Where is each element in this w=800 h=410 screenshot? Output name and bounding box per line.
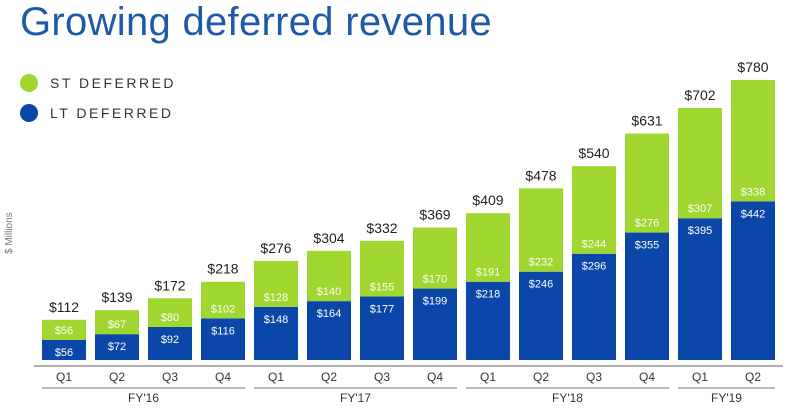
bar-lt-deferred: [678, 218, 722, 360]
legend-label-st: ST DEFERRED: [50, 75, 177, 91]
data-label-lt: $148: [264, 314, 288, 326]
bar-st-deferred: [466, 213, 510, 282]
x-tick-label: Q3: [586, 370, 602, 384]
bar-lt-deferred: [731, 201, 775, 360]
bar-st-deferred: [360, 240, 404, 297]
bar-lt-deferred: [625, 232, 669, 360]
data-label-total: $409: [472, 192, 503, 208]
x-tick-label: Q3: [162, 370, 178, 384]
chart-title: Growing deferred revenue: [20, 0, 492, 44]
x-tick-label: Q1: [692, 370, 708, 384]
x-tick-label: Q4: [639, 370, 655, 384]
data-label-total: $172: [154, 277, 185, 293]
data-label-st: $155: [370, 281, 394, 293]
x-tick-label: Q2: [109, 370, 125, 384]
data-label-lt: $56: [55, 347, 73, 359]
x-tick-label: Q4: [427, 370, 443, 384]
data-label-lt: $116: [211, 325, 235, 337]
bar-lt-deferred: [95, 334, 139, 360]
legend-label-lt: LT DEFERRED: [50, 105, 174, 121]
bar-st-deferred: [625, 133, 669, 233]
bar-lt-deferred: [307, 301, 351, 360]
fiscal-year-label: FY'18: [552, 391, 583, 405]
bar-st-deferred: [254, 260, 298, 307]
fiscal-year-label: FY'16: [128, 391, 159, 405]
data-label-st: $56: [55, 325, 73, 337]
data-label-st: $67: [108, 319, 126, 331]
x-tick-label: Q1: [56, 370, 72, 384]
bar-st-deferred: [519, 188, 563, 272]
data-label-lt: $395: [688, 225, 712, 237]
bar-st-deferred: [201, 281, 245, 319]
data-label-lt: $296: [582, 261, 606, 273]
legend: ST DEFERRED LT DEFERRED: [20, 68, 176, 128]
bar-st-deferred: [572, 166, 616, 254]
data-label-lt: $199: [423, 296, 447, 308]
data-label-total: $218: [207, 261, 238, 277]
bar-lt-deferred: [572, 253, 616, 360]
data-label-lt: $164: [317, 308, 341, 320]
data-label-total: $304: [313, 230, 344, 246]
data-label-total: $540: [578, 145, 609, 161]
data-label-total: $276: [260, 240, 291, 256]
data-label-lt: $246: [529, 279, 553, 291]
bar-lt-deferred: [519, 271, 563, 360]
legend-item-st: ST DEFERRED: [20, 68, 176, 98]
fiscal-year-label: FY'17: [340, 391, 371, 405]
x-tick-label: Q1: [268, 370, 284, 384]
x-tick-label: Q1: [480, 370, 496, 384]
data-label-total: $631: [631, 112, 662, 128]
x-tick-label: Q3: [374, 370, 390, 384]
data-label-st: $80: [161, 312, 179, 324]
data-label-st: $140: [317, 286, 341, 298]
data-label-total: $369: [419, 207, 450, 223]
bar-lt-deferred: [466, 281, 510, 360]
bar-st-deferred: [731, 80, 775, 202]
data-label-total: $112: [49, 299, 79, 315]
data-label-st: $232: [529, 257, 553, 269]
bar-lt-deferred: [413, 288, 457, 360]
data-label-lt: $442: [741, 208, 765, 220]
data-label-total: $139: [101, 289, 132, 305]
data-label-st: $170: [423, 274, 447, 286]
data-label-total: $478: [525, 167, 556, 183]
x-tick-label: Q2: [745, 370, 761, 384]
legend-swatch-st: [20, 74, 38, 92]
bar-st-deferred: [42, 319, 86, 340]
data-label-lt: $177: [370, 303, 394, 315]
data-label-lt: $72: [108, 341, 126, 353]
data-label-total: $780: [737, 59, 768, 75]
data-label-lt: $218: [476, 289, 500, 301]
bar-st-deferred: [148, 298, 192, 327]
bar-lt-deferred: [254, 306, 298, 360]
legend-item-lt: LT DEFERRED: [20, 98, 176, 128]
bar-lt-deferred: [360, 296, 404, 360]
data-label-total: $702: [684, 87, 715, 103]
data-label-lt: $92: [161, 334, 179, 346]
data-label-st: $307: [688, 203, 712, 215]
bar-st-deferred: [307, 250, 351, 302]
data-label-total: $332: [366, 220, 397, 236]
fiscal-year-label: FY'19: [711, 391, 742, 405]
data-label-st: $191: [476, 267, 500, 279]
x-tick-label: Q4: [215, 370, 231, 384]
legend-swatch-lt: [20, 104, 38, 122]
bar-st-deferred: [413, 227, 457, 289]
x-tick-label: Q2: [533, 370, 549, 384]
data-label-st: $276: [635, 218, 659, 230]
x-tick-label: Q2: [321, 370, 337, 384]
bar-lt-deferred: [201, 318, 245, 360]
bar-lt-deferred: [148, 326, 192, 360]
bar-st-deferred: [678, 108, 722, 219]
data-label-st: $102: [211, 303, 235, 315]
data-label-st: $338: [741, 186, 765, 198]
bar-lt-deferred: [42, 339, 86, 360]
bar-st-deferred: [95, 310, 139, 335]
data-label-lt: $355: [635, 240, 659, 252]
data-label-st: $128: [264, 292, 288, 304]
data-label-st: $244: [582, 239, 606, 251]
